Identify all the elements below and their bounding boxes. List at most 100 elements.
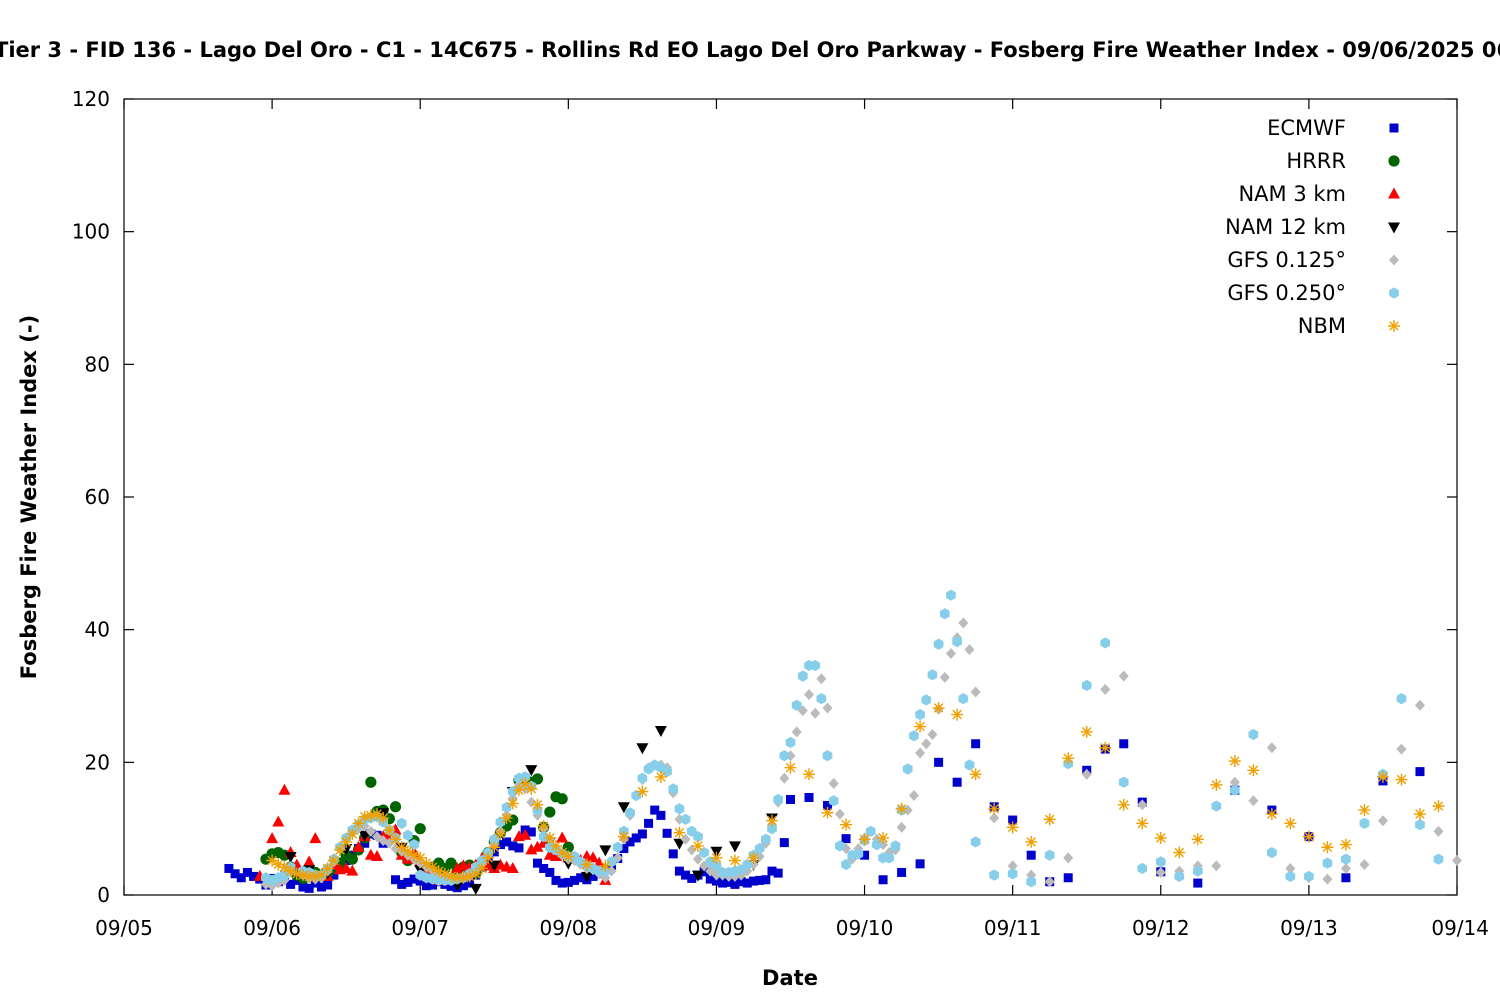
legend-label: HRRR: [1286, 149, 1346, 173]
data-point: [494, 827, 507, 840]
data-point: [1154, 831, 1167, 844]
data-point: [391, 875, 401, 885]
data-point: [489, 833, 500, 845]
data-point: [383, 823, 396, 836]
data-point: [397, 879, 407, 889]
data-point: [896, 821, 907, 833]
data-point: [1193, 878, 1203, 888]
data-point: [526, 827, 536, 837]
x-tick-label: 09/13: [1280, 916, 1338, 940]
data-point: [563, 877, 573, 887]
data-point: [816, 673, 827, 685]
data-point: [446, 881, 456, 891]
data-point: [761, 875, 771, 885]
data-point: [834, 808, 845, 820]
data-point: [971, 739, 981, 749]
data-point: [650, 805, 660, 815]
data-point: [1248, 795, 1259, 807]
data-point: [395, 841, 408, 854]
data-point: [420, 857, 433, 870]
data-point: [988, 802, 1001, 815]
series-gfs-0-250-: [261, 589, 1444, 888]
data-point: [1248, 728, 1259, 741]
data-point: [969, 768, 982, 781]
data-point: [580, 858, 593, 871]
legend-marker-star-icon: [1388, 320, 1400, 332]
data-point: [840, 818, 853, 831]
data-point: [724, 877, 734, 887]
data-point: [631, 789, 642, 802]
data-point: [519, 777, 532, 790]
data-point: [309, 870, 322, 883]
data-point: [1377, 815, 1388, 827]
data-point: [303, 870, 316, 883]
data-point: [401, 845, 414, 858]
data-point: [309, 832, 322, 844]
data-point: [514, 843, 524, 853]
data-point: [934, 757, 944, 767]
data-point: [897, 867, 907, 877]
data-point: [278, 861, 291, 874]
data-point: [693, 831, 703, 843]
data-point: [556, 793, 568, 805]
data-point: [915, 747, 926, 759]
data-point: [736, 877, 746, 887]
data-point: [952, 777, 962, 787]
data-point: [537, 820, 550, 833]
data-point: [1433, 825, 1444, 837]
data-point: [421, 881, 431, 891]
data-point: [748, 876, 758, 886]
legend-label: NBM: [1298, 314, 1346, 338]
data-point: [860, 850, 870, 860]
y-tick-label: 0: [97, 883, 110, 907]
legend-label: GFS 0.125°: [1227, 248, 1346, 272]
data-point: [821, 806, 834, 819]
data-point: [551, 875, 561, 885]
data-point: [785, 736, 796, 749]
data-point: [358, 830, 371, 842]
data-point: [562, 850, 575, 863]
data-point: [1155, 856, 1166, 868]
data-point: [921, 738, 932, 750]
data-point: [501, 801, 512, 814]
data-point: [939, 608, 950, 620]
data-point: [728, 841, 741, 853]
data-point: [1137, 799, 1148, 811]
data-point: [284, 852, 297, 864]
data-point: [519, 828, 532, 840]
data-point: [755, 875, 765, 885]
data-point: [531, 773, 544, 785]
data-point: [520, 771, 530, 783]
data-point: [692, 853, 703, 865]
data-point: [1433, 853, 1444, 865]
data-point: [612, 841, 623, 853]
legend-label: NAM 12 km: [1225, 215, 1346, 239]
data-point: [933, 638, 944, 650]
data-point: [958, 617, 969, 629]
data-point: [779, 750, 790, 762]
chart-title: Tier 3 - FID 136 - Lago Del Oro - C1 - 1…: [0, 38, 1500, 62]
data-point: [1284, 817, 1297, 830]
data-point: [329, 870, 339, 880]
data-point: [284, 865, 297, 878]
data-point: [718, 878, 728, 888]
data-point: [791, 726, 802, 738]
data-point: [803, 768, 816, 781]
data-point: [1006, 821, 1019, 834]
data-point: [358, 810, 371, 823]
data-point: [1191, 833, 1204, 846]
data-point: [495, 840, 505, 850]
data-point: [668, 849, 678, 859]
data-point: [945, 648, 956, 660]
data-point: [340, 835, 353, 848]
data-point: [327, 854, 340, 867]
data-point: [1266, 742, 1277, 754]
data-point: [816, 693, 827, 705]
data-point: [303, 855, 316, 867]
data-point: [1192, 865, 1203, 877]
x-tick-label: 09/12: [1132, 916, 1190, 940]
data-point: [346, 853, 358, 865]
data-point: [927, 669, 938, 681]
data-point: [556, 831, 569, 843]
